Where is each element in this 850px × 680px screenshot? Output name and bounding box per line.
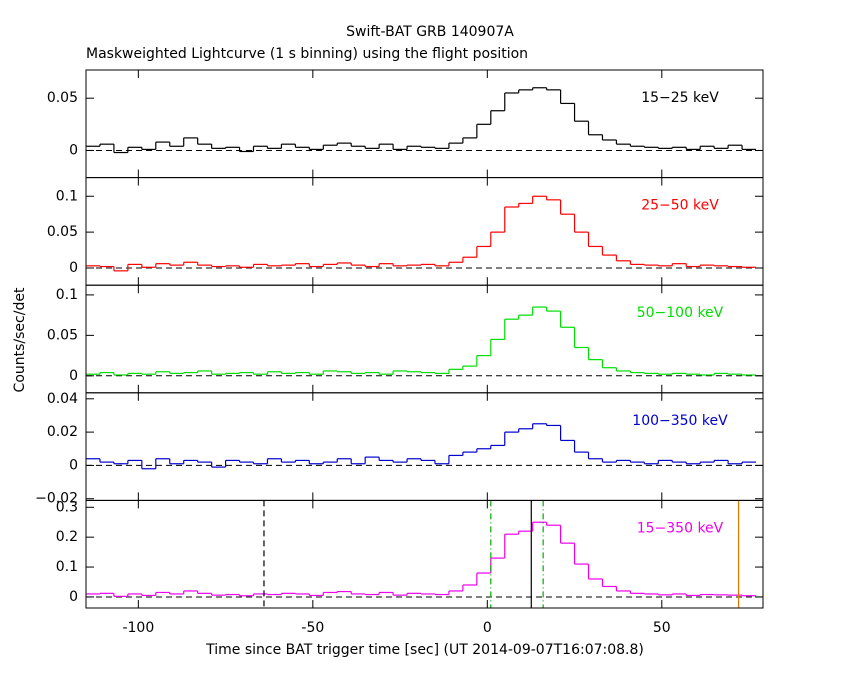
step-connector bbox=[99, 87, 743, 153]
panel-label: 15−25 keV bbox=[641, 90, 719, 106]
panel-label: 15−350 keV bbox=[637, 520, 724, 536]
y-tick-label: 0.1 bbox=[56, 188, 78, 204]
y-tick-label: 0.1 bbox=[56, 287, 78, 303]
y-tick-label: 0.05 bbox=[47, 224, 78, 240]
panel-label: 100−350 keV bbox=[632, 413, 728, 429]
y-tick-label: 0.05 bbox=[47, 90, 78, 106]
x-tick-label: -50 bbox=[301, 620, 324, 636]
y-axis-label: Counts/sec/det bbox=[12, 287, 28, 392]
y-tick-label: 0 bbox=[69, 589, 78, 605]
y-tick-label: 0.04 bbox=[47, 391, 78, 407]
step-connector bbox=[99, 423, 743, 469]
x-axis-label: Time since BAT trigger time [sec] (UT 20… bbox=[205, 642, 644, 658]
y-tick-label: 0.3 bbox=[56, 499, 78, 515]
y-tick-label: 0.05 bbox=[47, 327, 78, 343]
x-tick-label: 0 bbox=[483, 620, 492, 636]
y-tick-label: 0 bbox=[69, 457, 78, 473]
chart-title: Swift-BAT GRB 140907A bbox=[346, 24, 514, 40]
x-tick-label: -100 bbox=[122, 620, 154, 636]
y-tick-label: 0.02 bbox=[47, 424, 78, 440]
panel-frame bbox=[85, 499, 764, 609]
y-tick-label: 0.2 bbox=[56, 529, 78, 545]
y-tick-label: −0.02 bbox=[35, 491, 78, 507]
panel-label: 25−50 keV bbox=[641, 198, 719, 214]
y-tick-label: 0 bbox=[69, 142, 78, 158]
panel-frame bbox=[85, 284, 764, 394]
panel-label: 50−100 keV bbox=[637, 305, 724, 321]
step-connector bbox=[99, 196, 743, 271]
y-tick-label: 0 bbox=[69, 368, 78, 384]
step-connector bbox=[99, 522, 743, 597]
panel-frame bbox=[85, 69, 764, 179]
x-tick-label: 50 bbox=[653, 620, 671, 636]
y-tick-label: 0 bbox=[69, 260, 78, 276]
y-tick-label: 0.1 bbox=[56, 559, 78, 575]
step-connector bbox=[99, 307, 743, 376]
panel-frame bbox=[85, 177, 764, 286]
chart-subtitle: Maskweighted Lightcurve (1 s binning) us… bbox=[86, 46, 528, 62]
panel-frame bbox=[85, 392, 764, 501]
